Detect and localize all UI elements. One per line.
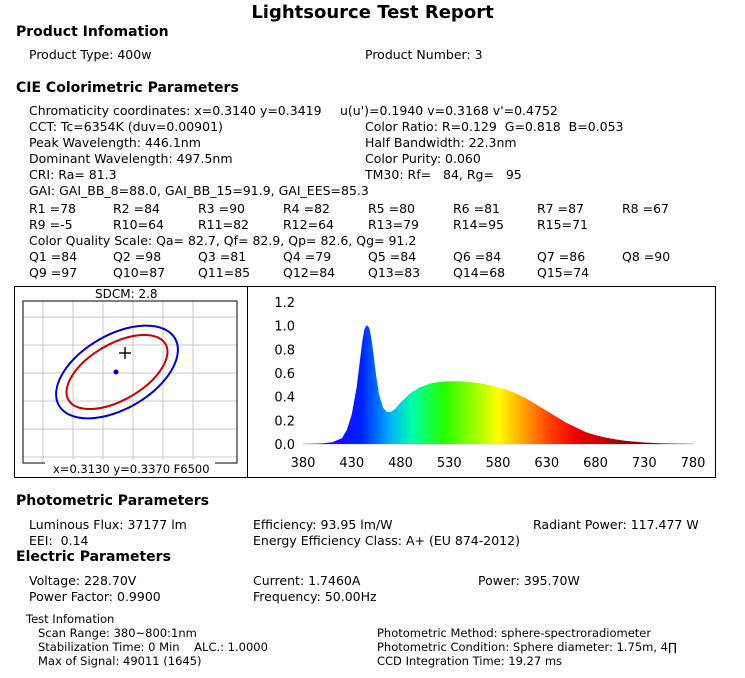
x-tick-label: 680 (583, 456, 608, 471)
q-value-9: Q9 =97 (29, 265, 78, 280)
radiant-power: Radiant Power: 117.477 W (533, 517, 699, 532)
product-type: Product Type: 400w (29, 47, 152, 62)
sdcm-label-bg (91, 287, 169, 300)
y-tick-label: 0.2 (274, 414, 295, 429)
r-value-1: R1 =78 (29, 201, 76, 216)
q-value-3: Q3 =81 (198, 249, 247, 264)
cie-heading: CIE Colorimetric Parameters (16, 80, 239, 96)
sdcm-coords: x=0.3130 y=0.3370 F6500 (53, 462, 210, 476)
r-value-14: R14=95 (453, 217, 504, 232)
dominant-wavelength: Dominant Wavelength: 497.5nm (29, 151, 233, 166)
q-value-7: Q7 =86 (537, 249, 586, 264)
chromaticity-coordinates: Chromaticity coordinates: x=0.3140 y=0.3… (29, 103, 322, 118)
sdcm-inner-ellipse (65, 333, 169, 411)
r-value-3: R3 =90 (198, 201, 245, 216)
r-value-9: R9 =-5 (29, 217, 73, 232)
stabilization-time: Stabilization Time: 0 Min ALC.: 1.0000 (38, 640, 268, 654)
x-tick-label: 730 (632, 456, 657, 471)
x-tick-label: 630 (534, 456, 559, 471)
r-value-7: R7 =87 (537, 201, 584, 216)
sdcm-outer-ellipse (55, 324, 179, 420)
q-value-11: Q11=85 (198, 265, 251, 280)
plots-divider (247, 286, 248, 478)
reference-point (113, 369, 119, 375)
color-purity: Color Purity: 0.060 (365, 151, 481, 166)
x-tick-label: 480 (388, 456, 413, 471)
x-tick-label: 380 (291, 456, 316, 471)
x-tick-label: 430 (339, 456, 364, 471)
r-value-4: R4 =82 (283, 201, 330, 216)
spectrum-chart: 380 430 480 530 580 630 680 730 780 0.0 0.2 0.4 0.6… (274, 296, 706, 471)
frequency: Frequency: 50.00Hz (253, 589, 377, 604)
energy-efficiency-class: Energy Efficiency Class: A+ (EU 874-2012… (253, 533, 520, 548)
color-ratio: Color Ratio: R=0.129 G=0.818 B=0.053 (365, 119, 624, 134)
x-tick-label: 580 (486, 456, 511, 471)
power: Power: 395.70W (478, 573, 580, 588)
q-value-15: Q15=74 (537, 265, 590, 280)
sdcm-label: SDCM: 2.8 (95, 287, 158, 301)
measured-point-cross (119, 347, 131, 359)
q-value-8: Q8 =90 (622, 249, 671, 264)
sdcm-ellipse-plot: SDCM: 2.8 x=0.3130 y=0.3370 F6500 (22, 287, 238, 476)
gai-values: GAI: GAI_BB_8=88.0, GAI_BB_15=91.9, GAI_… (29, 183, 369, 198)
q-value-2: Q2 =98 (113, 249, 162, 264)
q-value-12: Q12=84 (283, 265, 336, 280)
eei-value: EEI: 0.14 (29, 533, 89, 548)
r-value-6: R6 =81 (453, 201, 500, 216)
y-tick-label: 1.2 (274, 296, 295, 311)
tm30-value: TM30: Rf= 84, Rg= 95 (365, 167, 522, 182)
r-value-12: R12=64 (283, 217, 334, 232)
r-value-11: R11=82 (198, 217, 249, 232)
q-value-1: Q1 =84 (29, 249, 78, 264)
product-info-heading: Product Infomation (16, 24, 169, 40)
product-number: Product Number: 3 (365, 47, 483, 62)
q-value-13: Q13=83 (368, 265, 421, 280)
r-value-10: R10=64 (113, 217, 164, 232)
q-value-6: Q6 =84 (453, 249, 502, 264)
photometric-method: Photometric Method: sphere-spectroradiom… (377, 626, 652, 640)
y-tick-label: 0.6 (274, 367, 295, 382)
color-quality-scale: Color Quality Scale: Qa= 82.7, Qf= 82.9,… (29, 233, 417, 248)
y-tick-label: 0.0 (274, 438, 295, 453)
scan-range: Scan Range: 380~800:1nm (38, 626, 197, 640)
plots-frame (14, 286, 716, 478)
photometric-condition: Photometric Condition: Sphere diameter: … (377, 640, 677, 654)
x-tick-label: 530 (437, 456, 462, 471)
cri-value: CRI: Ra= 81.3 (29, 167, 117, 182)
r-value-5: R5 =80 (368, 201, 415, 216)
r-value-15: R15=71 (537, 217, 588, 232)
spectrum-area (303, 325, 693, 444)
half-bandwidth: Half Bandwidth: 22.3nm (365, 135, 517, 150)
report-title: Lightsource Test Report (251, 2, 494, 23)
cct-value: CCT: Tc=6354K (duv=0.00901) (29, 119, 223, 134)
max-signal: Max of Signal: 49011 (1645) (38, 654, 202, 668)
luminous-flux: Luminous Flux: 37177 lm (29, 517, 187, 532)
r-value-8: R8 =67 (622, 201, 669, 216)
x-tick-label: 780 (681, 456, 706, 471)
test-info-heading: Test Infomation (26, 612, 115, 626)
power-factor: Power Factor: 0.9900 (29, 589, 161, 604)
q-value-14: Q14=68 (453, 265, 506, 280)
q-value-5: Q5 =84 (368, 249, 417, 264)
q-value-10: Q10=87 (113, 265, 166, 280)
current: Current: 1.7460A (253, 573, 361, 588)
sdcm-coords-bg (45, 459, 215, 475)
efficiency: Efficiency: 93.95 lm/W (253, 517, 393, 532)
y-tick-label: 0.8 (274, 343, 295, 358)
electric-heading: Electric Parameters (16, 549, 171, 565)
y-tick-label: 1.0 (274, 320, 295, 335)
y-tick-label: 0.4 (274, 391, 295, 406)
uv-coordinates: u(u')=0.1940 v=0.3168 v'=0.4752 (340, 103, 558, 118)
peak-wavelength: Peak Wavelength: 446.1nm (29, 135, 201, 150)
photometric-heading: Photometric Parameters (16, 493, 209, 509)
r-value-2: R2 =84 (113, 201, 160, 216)
voltage: Voltage: 228.70V (29, 573, 137, 588)
sdcm-grid (23, 301, 237, 463)
ccd-integration-time: CCD Integration Time: 19.27 ms (377, 654, 563, 668)
q-value-4: Q4 =79 (283, 249, 332, 264)
r-value-13: R13=79 (368, 217, 419, 232)
sdcm-plot-border (22, 300, 238, 464)
